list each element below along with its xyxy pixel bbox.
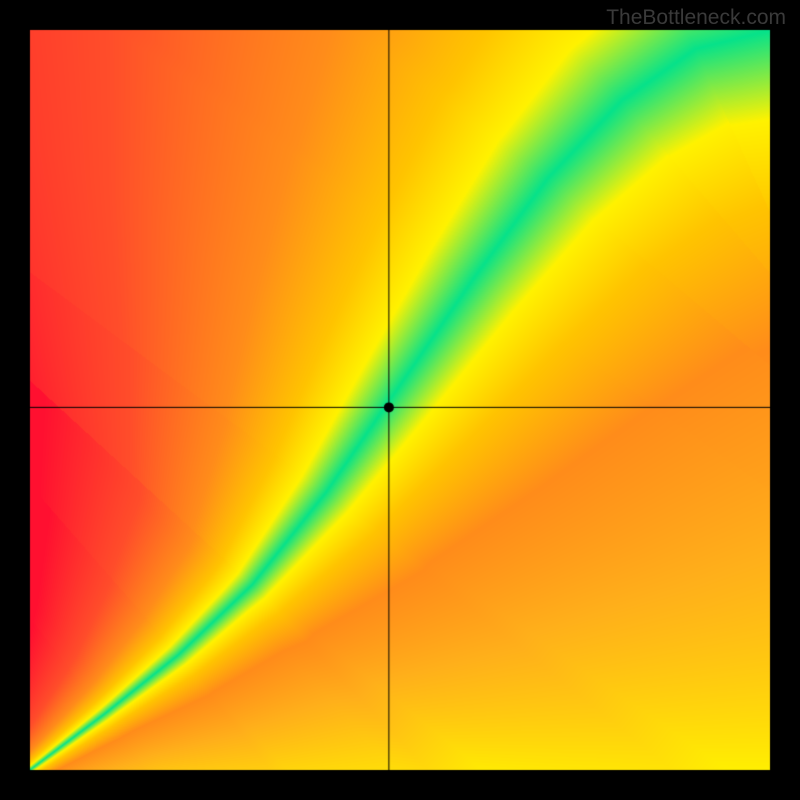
bottleneck-heatmap-chart: TheBottleneck.com: [0, 0, 800, 800]
heatmap-canvas: [0, 0, 800, 800]
watermark-text: TheBottleneck.com: [606, 6, 786, 30]
